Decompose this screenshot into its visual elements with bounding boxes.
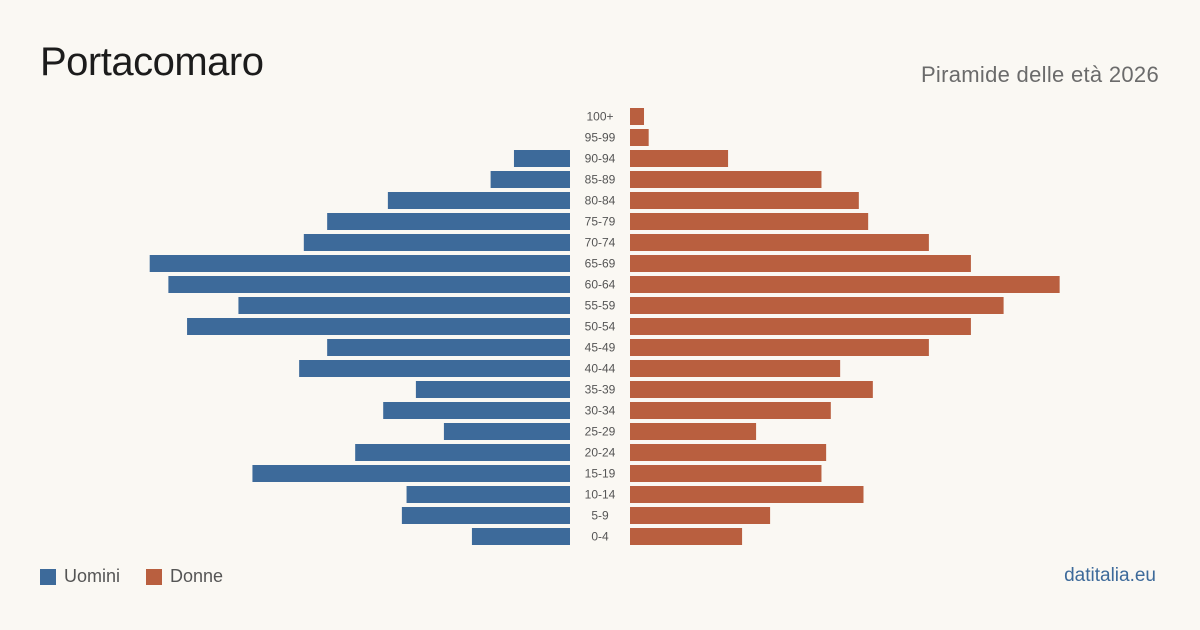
bar-men-35-39 (415, 381, 570, 398)
age-label-100+: 100+ (586, 110, 613, 124)
legend-swatch-women (146, 568, 163, 585)
bar-women-15-19 (630, 465, 822, 482)
bar-men-80-84 (387, 192, 570, 209)
bar-men-60-64 (168, 276, 570, 293)
chart-title: Portacomaro (40, 40, 264, 84)
bar-men-55-59 (238, 297, 570, 314)
age-label-40-44: 40-44 (585, 362, 616, 376)
bar-men-40-44 (299, 360, 570, 377)
legend-label-men: Uomini (64, 566, 121, 586)
legend: Uomini Donne (40, 566, 249, 587)
bar-women-20-24 (630, 444, 827, 461)
bar-men-70-74 (303, 234, 570, 251)
bar-women-85-89 (630, 171, 822, 188)
legend-swatch-men (40, 568, 56, 585)
age-label-70-74: 70-74 (585, 236, 616, 250)
age-label-30-34: 30-34 (585, 404, 616, 418)
legend-label-women: Donne (170, 566, 224, 586)
bar-women-30-34 (630, 402, 831, 419)
age-label-95-99: 95-99 (585, 131, 616, 145)
bar-women-45-49 (630, 339, 929, 356)
bar-women-35-39 (630, 381, 873, 398)
bar-women-70-74 (630, 234, 929, 251)
bar-men-85-89 (490, 171, 570, 188)
bar-men-75-79 (327, 213, 570, 230)
bar-men-65-69 (149, 255, 570, 272)
bar-women-60-64 (630, 276, 1060, 293)
bar-women-80-84 (630, 192, 859, 209)
bar-men-25-29 (443, 423, 570, 440)
bar-women-100+ (630, 108, 645, 125)
bar-men-90-94 (513, 150, 570, 167)
brand-link[interactable]: datitalia.eu (1064, 565, 1156, 586)
age-label-80-84: 80-84 (585, 194, 616, 208)
chart-subtitle: Piramide delle età 2026 (920, 62, 1159, 87)
age-label-20-24: 20-24 (585, 446, 616, 460)
age-label-85-89: 85-89 (585, 173, 616, 187)
bar-women-50-54 (630, 318, 971, 335)
bar-women-5-9 (630, 507, 771, 524)
bar-men-20-24 (355, 444, 570, 461)
bar-women-95-99 (630, 129, 649, 146)
bar-women-40-44 (630, 360, 841, 377)
bar-women-90-94 (630, 150, 729, 167)
age-label-35-39: 35-39 (585, 383, 616, 397)
age-label-60-64: 60-64 (585, 278, 616, 292)
bar-women-0-4 (630, 528, 743, 545)
age-label-15-19: 15-19 (585, 467, 616, 481)
age-label-55-59: 55-59 (585, 299, 616, 313)
age-label-45-49: 45-49 (585, 341, 616, 355)
bar-women-25-29 (630, 423, 757, 440)
legend-item-women: Donne (146, 566, 223, 587)
age-label-25-29: 25-29 (585, 425, 616, 439)
age-label-90-94: 90-94 (585, 152, 616, 166)
bar-women-55-59 (630, 297, 1004, 314)
bar-men-30-34 (383, 402, 570, 419)
bar-women-75-79 (630, 213, 869, 230)
legend-item-men: Uomini (40, 566, 120, 587)
bar-men-15-19 (252, 465, 570, 482)
age-label-5-9: 5-9 (591, 509, 609, 523)
bar-men-10-14 (406, 486, 570, 503)
age-label-65-69: 65-69 (585, 257, 616, 271)
bar-men-0-4 (471, 528, 570, 545)
age-label-50-54: 50-54 (585, 320, 616, 334)
bar-men-5-9 (401, 507, 570, 524)
bar-men-45-49 (327, 339, 570, 356)
age-label-0-4: 0-4 (591, 530, 609, 544)
bar-women-65-69 (630, 255, 971, 272)
age-label-10-14: 10-14 (585, 488, 616, 502)
bar-women-10-14 (630, 486, 864, 503)
age-label-75-79: 75-79 (585, 215, 616, 229)
bar-men-50-54 (187, 318, 570, 335)
